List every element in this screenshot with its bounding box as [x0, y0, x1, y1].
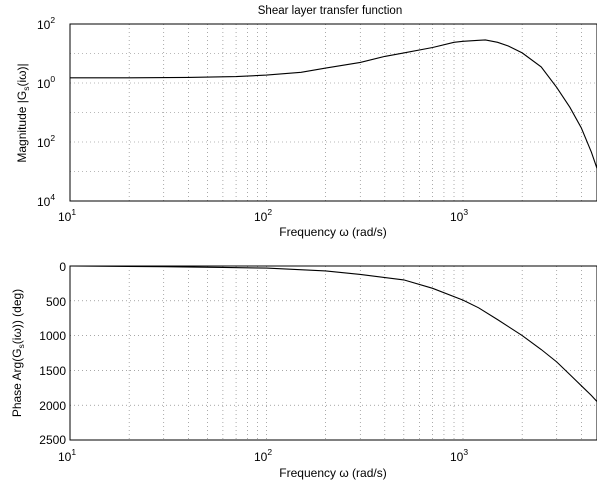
mag-ytick-label: 100 [37, 74, 55, 91]
phase-ytick-label: 2500 [39, 433, 66, 447]
magnitude-curve [70, 39, 597, 171]
phase-ylabel: Phase Arg(Gs(iω)) (deg) [10, 289, 26, 417]
phase-ytick-label: 2000 [39, 399, 66, 413]
phase-panel: 0 500 1000 1500 2000 2500 101 102 103 Fr… [10, 260, 597, 480]
mag-xtick-label: 103 [450, 207, 468, 224]
magnitude-axes-frame [69, 23, 597, 202]
phase-ytick-label: 500 [46, 295, 66, 309]
mag-xtick-label: 102 [254, 207, 272, 224]
phase-ytick-label: 1500 [39, 364, 66, 378]
mag-ytick-label: 104 [37, 192, 55, 209]
phase-xtick-label: 101 [58, 447, 76, 464]
phase-xlabel: Frequency ω (rad/s) [279, 466, 386, 480]
mag-xtick-label: 101 [58, 207, 76, 224]
phase-curve [69, 265, 597, 403]
phase-xtick-label: 102 [254, 447, 272, 464]
phase-axes-frame [69, 265, 597, 441]
phase-xtick-label: 103 [450, 447, 468, 464]
magnitude-grid [70, 24, 597, 201]
mag-ylabel: Magnitude |Gs(iω)| [15, 63, 31, 162]
phase-grid [70, 266, 597, 440]
phase-ytick-label: 0 [59, 260, 66, 274]
mag-ytick-label: 102 [37, 133, 55, 150]
mag-xlabel: Frequency ω (rad/s) [279, 225, 386, 239]
phase-ytick-label: 1000 [39, 329, 66, 343]
mag-ytick-label: 102 [37, 15, 55, 32]
magnitude-panel: Shear layer transfer function 102 100 10… [15, 5, 597, 239]
chart-title: Shear layer transfer function [258, 5, 402, 17]
